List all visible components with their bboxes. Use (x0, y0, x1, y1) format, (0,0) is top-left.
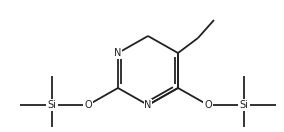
Text: N: N (114, 48, 122, 58)
Text: O: O (204, 100, 212, 110)
Text: Si: Si (240, 100, 248, 110)
Text: Si: Si (47, 100, 57, 110)
Text: N: N (144, 100, 152, 110)
Text: O: O (84, 100, 92, 110)
